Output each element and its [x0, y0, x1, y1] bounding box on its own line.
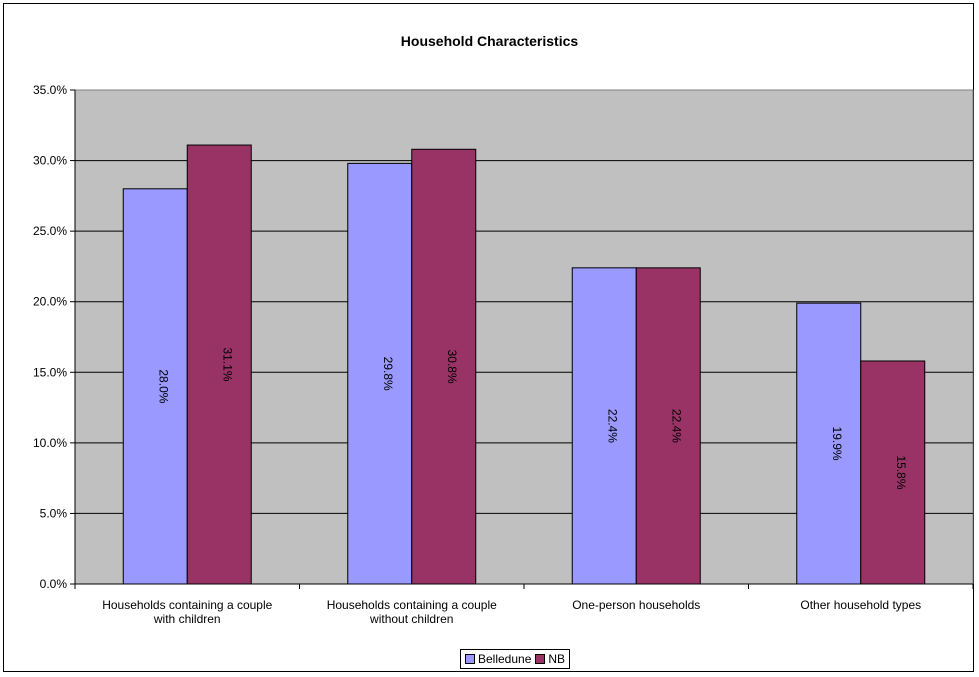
category-label: Households containing a couple [102, 598, 272, 612]
data-label: 19.9% [830, 427, 844, 461]
category-label: without children [369, 612, 453, 626]
y-tick-label: 10.0% [33, 436, 67, 450]
data-label: 29.8% [381, 357, 395, 391]
bar-belledune [122, 188, 188, 585]
legend-label-belledune: Belledune [478, 652, 532, 666]
legend-swatch-nb [535, 654, 546, 664]
category-label: Other household types [800, 598, 921, 612]
y-tick-label: 0.0% [40, 577, 68, 591]
data-label: 15.8% [894, 455, 908, 489]
category-label: One-person households [572, 598, 700, 612]
y-tick-label: 25.0% [33, 224, 67, 238]
bar-belledune [796, 302, 862, 585]
data-label: 30.8% [445, 350, 459, 384]
legend-label-nb: NB [548, 652, 566, 666]
bar-belledune [571, 267, 637, 585]
legend-item-nb: NB [535, 652, 565, 666]
category-label: with children [153, 612, 221, 626]
bar-nb [186, 144, 252, 585]
data-label: 31.1% [220, 348, 234, 382]
bar-nb [860, 360, 926, 585]
bar-belledune [347, 162, 413, 585]
legend: Belledune NB [460, 649, 571, 669]
y-tick-label: 35.0% [33, 83, 67, 97]
bar-nb [411, 148, 477, 585]
data-label: 22.4% [605, 409, 619, 443]
data-label: 28.0% [156, 369, 170, 403]
legend-swatch-belledune [465, 654, 475, 664]
chart-title: Household Characteristics [400, 33, 579, 49]
y-tick-label: 5.0% [40, 506, 68, 520]
y-tick-label: 15.0% [33, 365, 67, 379]
bar-nb [635, 267, 701, 585]
y-tick-label: 20.0% [33, 295, 67, 309]
y-tick-label: 30.0% [33, 154, 67, 168]
category-label: Households containing a couple [327, 598, 497, 612]
data-label: 22.4% [669, 409, 683, 443]
legend-item-belledune: Belledune [465, 652, 531, 666]
